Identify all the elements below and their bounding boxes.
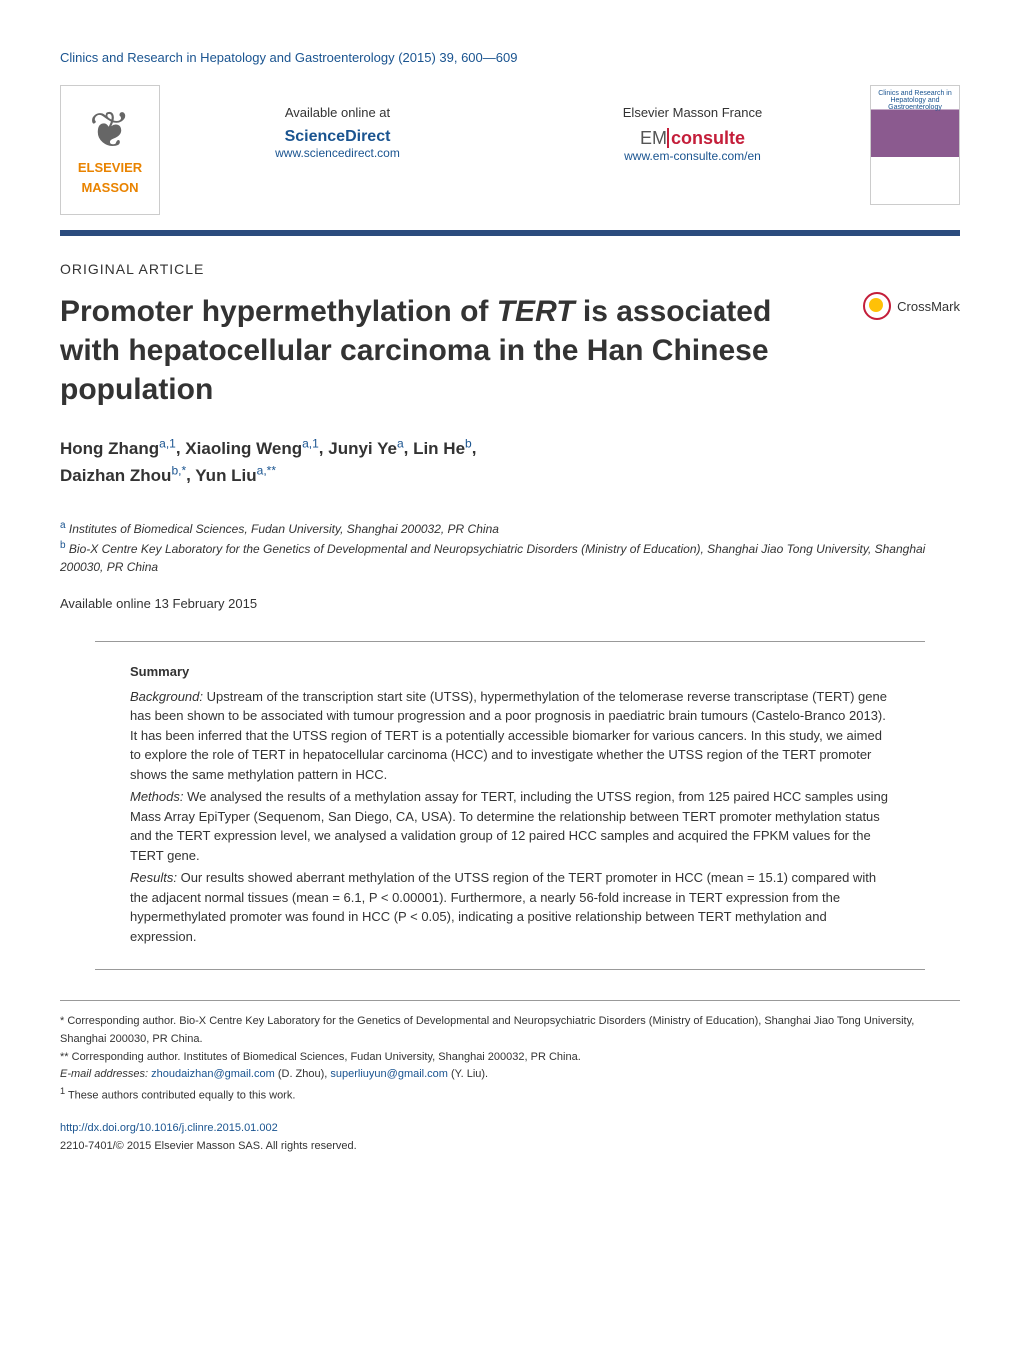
- author: Junyi Yea: [328, 439, 403, 458]
- title-part1: Promoter hypermethylation of: [60, 295, 497, 328]
- em-text: EM: [640, 128, 667, 148]
- author: Hong Zhanga,1: [60, 439, 176, 458]
- crossmark-icon: [863, 292, 891, 320]
- article-title: Promoter hypermethylation of TERT is ass…: [60, 292, 833, 409]
- sciencedirect-url[interactable]: www.sciencedirect.com: [180, 146, 495, 160]
- elsevier-brand: ELSEVIER: [78, 160, 142, 175]
- results-text: Our results showed aberrant methylation …: [130, 870, 876, 944]
- summary-background: Background: Upstream of the transcriptio…: [130, 687, 890, 785]
- available-online-date: Available online 13 February 2015: [60, 596, 960, 611]
- author: Xiaoling Wenga,1: [185, 439, 319, 458]
- methods-label: Methods:: [130, 789, 183, 804]
- summary-heading: Summary: [130, 662, 890, 682]
- email-1[interactable]: zhoudaizhan@gmail.com: [151, 1068, 275, 1080]
- background-label: Background:: [130, 689, 203, 704]
- doi-block: http://dx.doi.org/10.1016/j.clinre.2015.…: [60, 1120, 960, 1155]
- copyright-line: 2210-7401/© 2015 Elsevier Masson SAS. Al…: [60, 1138, 960, 1156]
- corresponding-author-2: ** Corresponding author. Institutes of B…: [60, 1049, 960, 1067]
- author: Daizhan Zhoub,*: [60, 466, 186, 485]
- emconsulte-block: Elsevier Masson France EMconsulte www.em…: [535, 105, 850, 163]
- doi-link[interactable]: http://dx.doi.org/10.1016/j.clinre.2015.…: [60, 1122, 278, 1134]
- email-line: E-mail addresses: zhoudaizhan@gmail.com …: [60, 1066, 960, 1084]
- header-links: Available online at ScienceDirect www.sc…: [180, 85, 850, 163]
- consulte-text: consulte: [667, 128, 745, 148]
- header-divider: [60, 230, 960, 236]
- corr1-text: Corresponding author. Bio-X Centre Key L…: [60, 1015, 914, 1045]
- title-gene: TERT: [497, 295, 575, 328]
- title-row: Promoter hypermethylation of TERT is ass…: [60, 292, 960, 409]
- elsevier-masson-logo: ❦ ELSEVIER MASSON: [60, 85, 160, 215]
- emconsulte-logo: EMconsulte: [535, 128, 850, 149]
- affiliation-a: a Institutes of Biomedical Sciences, Fud…: [60, 518, 960, 538]
- journal-citation: Clinics and Research in Hepatology and G…: [60, 50, 960, 65]
- affiliation-b: b Bio-X Centre Key Laboratory for the Ge…: [60, 538, 960, 576]
- corresponding-author-1: * Corresponding author. Bio-X Centre Key…: [60, 1013, 960, 1048]
- crossmark-label: CrossMark: [897, 299, 960, 314]
- crossmark-badge[interactable]: CrossMark: [863, 292, 960, 320]
- methods-text: We analysed the results of a methylation…: [130, 789, 888, 863]
- summary-abstract: Summary Background: Upstream of the tran…: [95, 641, 925, 970]
- equal-text: These authors contributed equally to thi…: [65, 1089, 295, 1101]
- article-type-label: ORIGINAL ARTICLE: [60, 261, 960, 277]
- email-2[interactable]: superliuyun@gmail.com: [330, 1068, 448, 1080]
- email-label: E-mail addresses:: [60, 1068, 151, 1080]
- email1-who: (D. Zhou),: [275, 1068, 331, 1080]
- author: Yun Liua,**: [195, 466, 276, 485]
- background-text: Upstream of the transcription start site…: [130, 689, 887, 782]
- footnotes: * Corresponding author. Bio-X Centre Key…: [60, 1000, 960, 1155]
- emconsulte-url[interactable]: www.em-consulte.com/en: [535, 149, 850, 163]
- affiliations: a Institutes of Biomedical Sciences, Fud…: [60, 518, 960, 576]
- header-logo-row: ❦ ELSEVIER MASSON Available online at Sc…: [60, 85, 960, 215]
- email2-who: (Y. Liu).: [448, 1068, 488, 1080]
- affil-a-text: Institutes of Biomedical Sciences, Fudan…: [66, 522, 499, 536]
- corr2-text: Corresponding author. Institutes of Biom…: [69, 1051, 581, 1063]
- elsevier-tree-icon: ❦: [89, 105, 131, 155]
- author-list: Hong Zhanga,1, Xiaoling Wenga,1, Junyi Y…: [60, 434, 960, 488]
- corr2-marker: **: [60, 1051, 69, 1063]
- summary-methods: Methods: We analysed the results of a me…: [130, 787, 890, 865]
- journal-cover-thumbnail: Clinics and Research in Hepatology and G…: [870, 85, 960, 205]
- affil-b-text: Bio-X Centre Key Laboratory for the Gene…: [60, 542, 925, 574]
- author: Lin Heb: [413, 439, 472, 458]
- masson-brand: MASSON: [81, 180, 138, 195]
- results-label: Results:: [130, 870, 177, 885]
- equal-contribution: 1 These authors contributed equally to t…: [60, 1084, 960, 1105]
- elsevier-france-label: Elsevier Masson France: [535, 105, 850, 120]
- summary-results: Results: Our results showed aberrant met…: [130, 868, 890, 946]
- available-at-label: Available online at: [180, 105, 495, 120]
- sciencedirect-block: Available online at ScienceDirect www.sc…: [180, 105, 495, 163]
- sciencedirect-logo: ScienceDirect: [180, 128, 495, 146]
